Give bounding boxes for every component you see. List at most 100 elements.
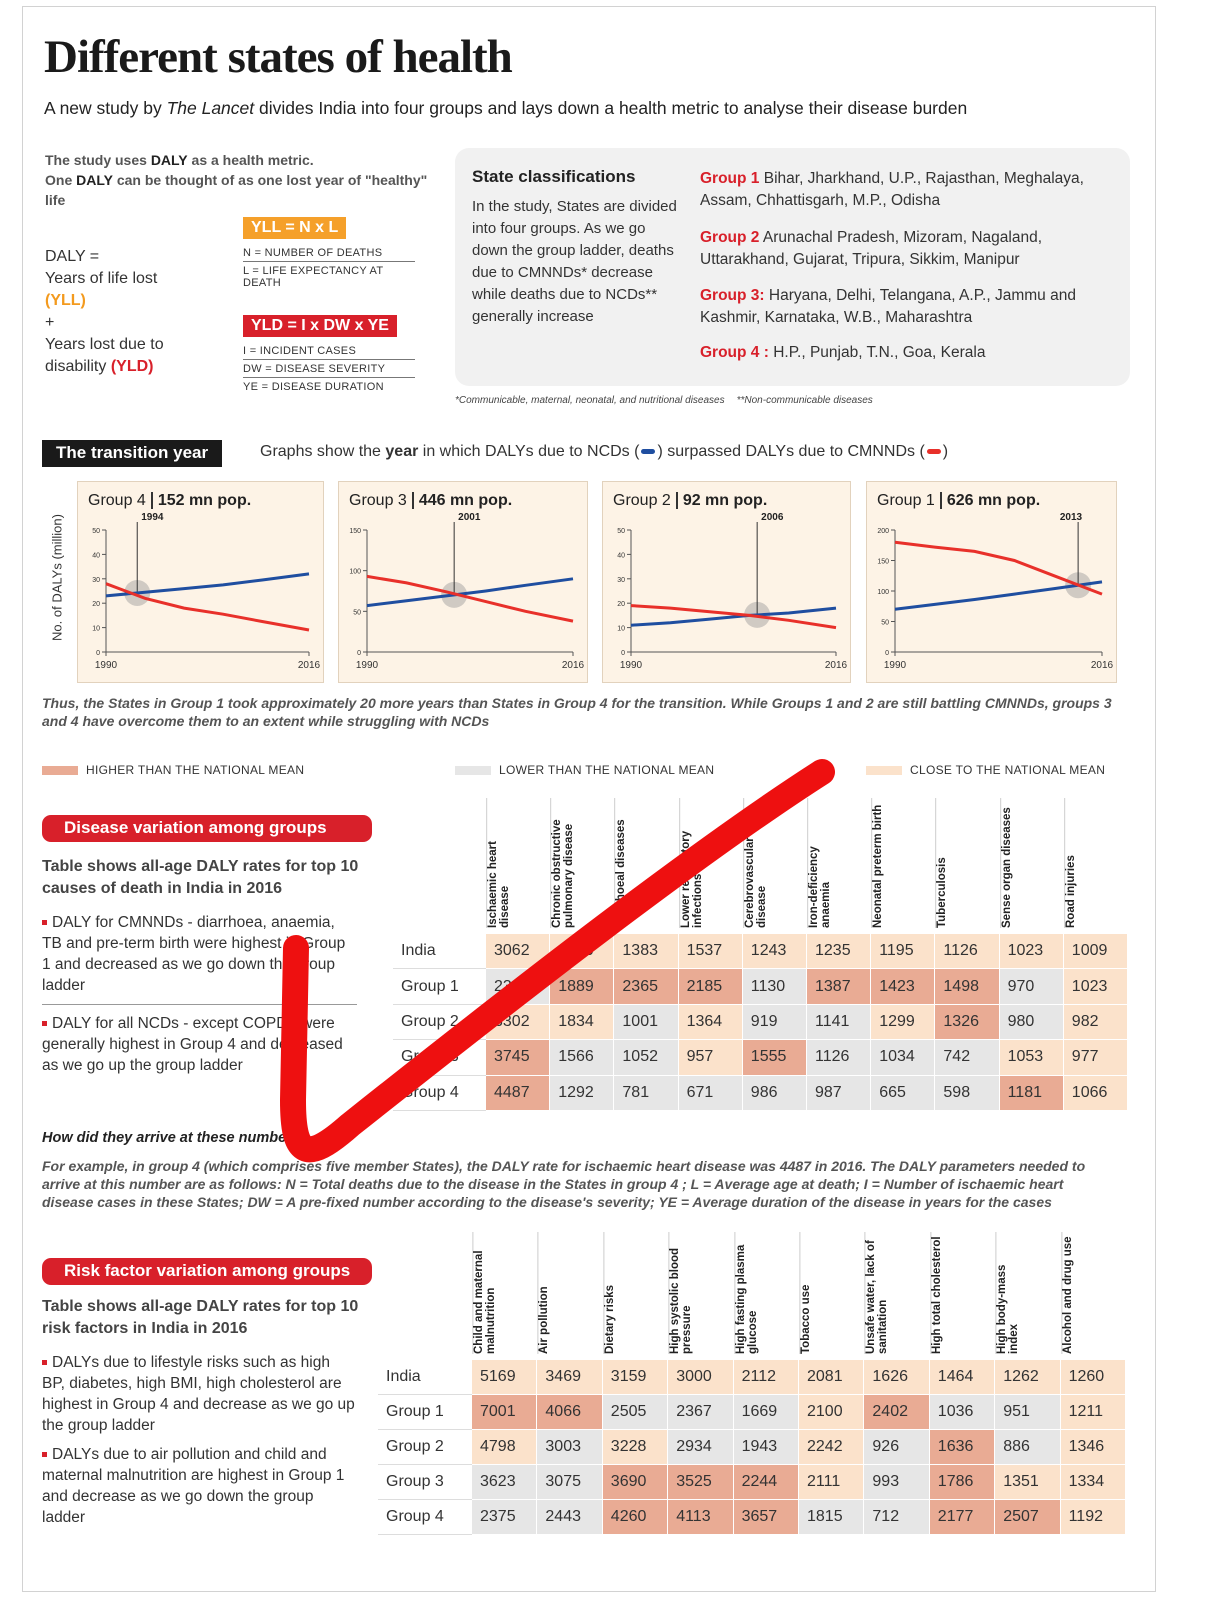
table-cell: 742 xyxy=(935,1040,999,1075)
text: DALYs due to air pollution and child and… xyxy=(42,1446,344,1526)
bullets: DALY for CMNNDs - diarrhoea, anaemia, TB… xyxy=(42,912,357,1092)
table-cell: 1815 xyxy=(799,1500,864,1535)
yll-defs: N = NUMBER OF DEATHS L = LIFE EXPECTANCY… xyxy=(243,244,415,291)
table-cell: 1181 xyxy=(1000,1076,1064,1111)
legend-swatch xyxy=(927,449,941,454)
column-header: High systolic blood pressure xyxy=(668,1232,733,1354)
y-tick-label: 30 xyxy=(617,577,625,584)
column-header: Lower respiratory infections xyxy=(679,798,743,928)
bullets: DALYs due to lifestyle risks such as hig… xyxy=(42,1352,357,1544)
y-tick-label: 50 xyxy=(92,528,100,535)
table-cell: 3745 xyxy=(486,1040,550,1075)
subtitle: A new study by The Lancet divides India … xyxy=(44,98,967,119)
text: A new study by xyxy=(44,98,167,118)
group-label: Group 2 xyxy=(700,229,759,246)
table-cell: 1053 xyxy=(1000,1040,1064,1075)
text: **Non-communicable diseases xyxy=(737,395,873,406)
classification-title: State classifications xyxy=(472,167,635,187)
table-cell: 2177 xyxy=(930,1500,995,1535)
text: ) xyxy=(943,443,948,460)
table-cell: 2443 xyxy=(537,1500,602,1535)
text: DALY for all NCDs - except COPD - were g… xyxy=(42,1015,343,1074)
column-header: Chronic obstructive pulmonary disease xyxy=(550,798,614,928)
group-states: H.P., Punjab, T.N., Goa, Kerala xyxy=(773,344,985,361)
y-tick-label: 0 xyxy=(96,650,100,657)
column-header: Neonatal preterm birth xyxy=(871,798,935,928)
table-cell: 1299 xyxy=(871,1005,935,1040)
answer: For example, in group 4 (which comprises… xyxy=(42,1157,1112,1211)
text: *Communicable, maternal, neonatal, and n… xyxy=(455,395,725,406)
table-cell: 1383 xyxy=(614,934,678,969)
x-tick-label: 1990 xyxy=(95,660,118,671)
table-cell: 926 xyxy=(864,1430,929,1465)
text: DALY = xyxy=(45,246,215,268)
text: DALY for CMNNDs - diarrhoea, anaemia, TB… xyxy=(42,914,345,994)
table-cell: 2507 xyxy=(995,1500,1060,1535)
table-cell: 1387 xyxy=(807,969,871,1004)
table-cell: 1211 xyxy=(1061,1395,1126,1430)
infographic: Different states of health A new study b… xyxy=(0,0,1218,1621)
section-tag: The transition year xyxy=(42,440,222,467)
text: Years lost due to disability (YLD) xyxy=(45,334,215,378)
table-cell: 886 xyxy=(995,1430,1060,1465)
legend-swatch xyxy=(866,766,902,775)
table-cell: 2327 xyxy=(486,969,550,1004)
table-cell: 1566 xyxy=(550,1040,614,1075)
legend-label: HIGHER THAN THE NATIONAL MEAN xyxy=(86,763,304,777)
group-label: Group 3: xyxy=(700,287,765,304)
bullet: DALY for all NCDs - except COPD - were g… xyxy=(42,1013,357,1084)
table-cell: 1351 xyxy=(995,1465,1060,1500)
formula: DALY = Years of life lost (YLL) + Years … xyxy=(45,246,215,378)
table-cell: 2934 xyxy=(668,1430,733,1465)
legend-item: CLOSE TO THE NATIONAL MEAN xyxy=(866,763,1105,777)
text: in which DALYs due to NCDs ( xyxy=(418,443,639,460)
column-header: Diarrhoeal diseases xyxy=(614,798,678,928)
table-cell: 1292 xyxy=(550,1076,614,1111)
bullet: DALYs due to lifestyle risks such as hig… xyxy=(42,1352,357,1436)
table-cell: 1464 xyxy=(930,1360,995,1395)
table-cell: 1346 xyxy=(1061,1430,1126,1465)
definition: DW = DISEASE SEVERITY xyxy=(243,360,415,378)
table-cell: 1626 xyxy=(864,1360,929,1395)
y-tick-label: 0 xyxy=(621,650,625,657)
table-cell: 1260 xyxy=(1061,1360,1126,1395)
row-label: Group 1 xyxy=(378,1395,472,1430)
text: DALY xyxy=(76,172,113,188)
table-cell: 1498 xyxy=(935,969,999,1004)
table-cell: 1669 xyxy=(734,1395,799,1430)
table-cell: 1192 xyxy=(1061,1500,1126,1535)
column-header: Ischaemic heart disease xyxy=(486,798,550,928)
chart: 01020304050199020162006 xyxy=(603,482,850,682)
text: Graphs show the xyxy=(260,443,385,460)
chart-panel: Group 292 mn pop.01020304050199020162006 xyxy=(602,481,851,683)
table-cell: 3075 xyxy=(537,1465,602,1500)
table-cell: 1009 xyxy=(1064,934,1128,969)
transition-year: 1994 xyxy=(141,512,164,523)
table-cell: 1700 xyxy=(550,934,614,969)
row-label: India xyxy=(378,1360,472,1395)
table-cell: 1195 xyxy=(871,934,935,969)
table-cell: 1141 xyxy=(807,1005,871,1040)
transition-year: 2006 xyxy=(761,512,784,523)
column-header: Road injuries xyxy=(1064,798,1128,928)
table-cell: 977 xyxy=(1064,1040,1128,1075)
table-cell: 970 xyxy=(1000,969,1064,1004)
group-item: Group 4 : H.P., Punjab, T.N., Goa, Keral… xyxy=(700,342,1120,364)
text: (YLL) xyxy=(45,290,215,312)
row-label: Group 3 xyxy=(378,1465,472,1500)
table-cell: 1130 xyxy=(743,969,807,1004)
table-cell: 712 xyxy=(864,1500,929,1535)
definition: I = INCIDENT CASES xyxy=(243,342,415,360)
y-tick-label: 150 xyxy=(349,528,361,535)
table-cell: 4260 xyxy=(603,1500,668,1535)
x-tick-label: 2016 xyxy=(562,660,585,671)
column-header: High total cholesterol xyxy=(930,1232,995,1354)
text: + xyxy=(45,312,215,334)
y-tick-label: 40 xyxy=(92,552,100,559)
group-label: Group 1 xyxy=(700,170,759,187)
group-item: Group 2 Arunachal Pradesh, Mizoram, Naga… xyxy=(700,227,1120,271)
text: Years of life lost xyxy=(45,268,215,290)
table-cell: 3657 xyxy=(734,1500,799,1535)
